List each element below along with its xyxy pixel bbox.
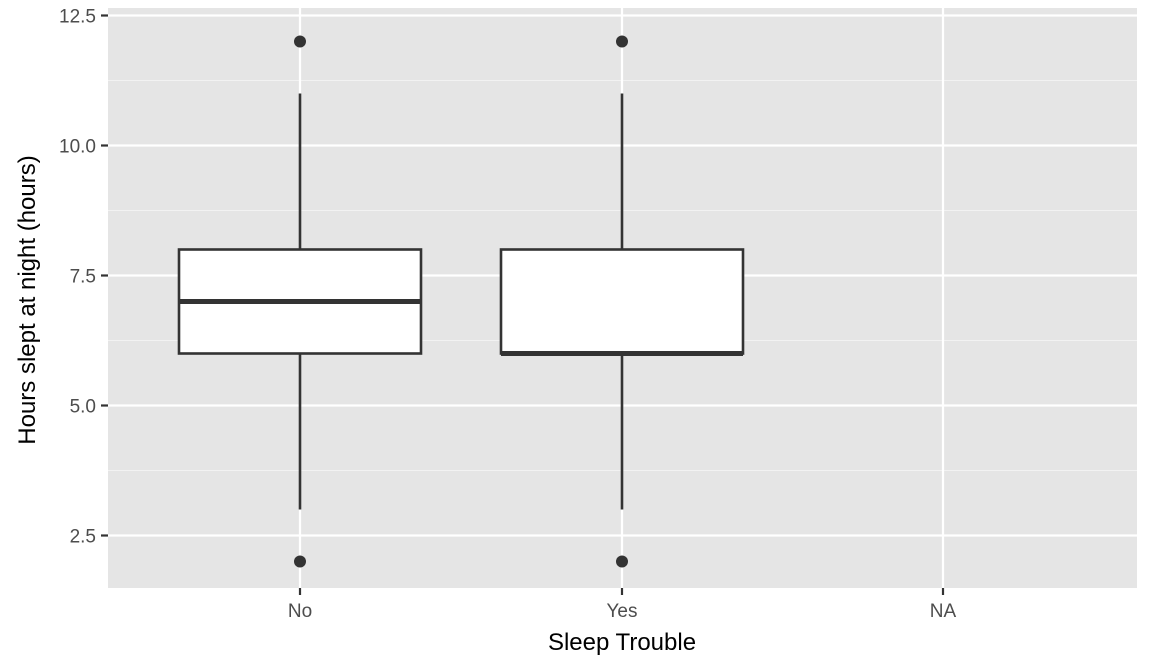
x-axis: No Yes NA (288, 588, 957, 622)
outlier-point (294, 555, 306, 568)
box-yes (499, 35, 745, 568)
x-tick-label: Yes (607, 601, 638, 622)
outlier-point (294, 35, 306, 48)
x-tick-label: No (288, 601, 312, 622)
y-axis: 2.5 5.0 7.5 10.0 12.5 (59, 7, 108, 548)
outlier-point (616, 555, 628, 568)
y-tick-label: 2.5 (70, 527, 96, 548)
x-tick-label: NA (930, 601, 957, 622)
boxes-layer (177, 35, 745, 568)
y-tick-label: 10.0 (59, 137, 96, 158)
y-tick-label: 7.5 (70, 267, 96, 288)
y-tick-label: 12.5 (59, 7, 96, 28)
box-no (177, 35, 423, 568)
y-tick-label: 5.0 (70, 397, 96, 418)
x-axis-title: Sleep Trouble (548, 629, 696, 656)
y-axis-title: Hours slept at night (hours) (14, 155, 41, 444)
box-body (499, 248, 745, 355)
outlier-point (616, 35, 628, 48)
